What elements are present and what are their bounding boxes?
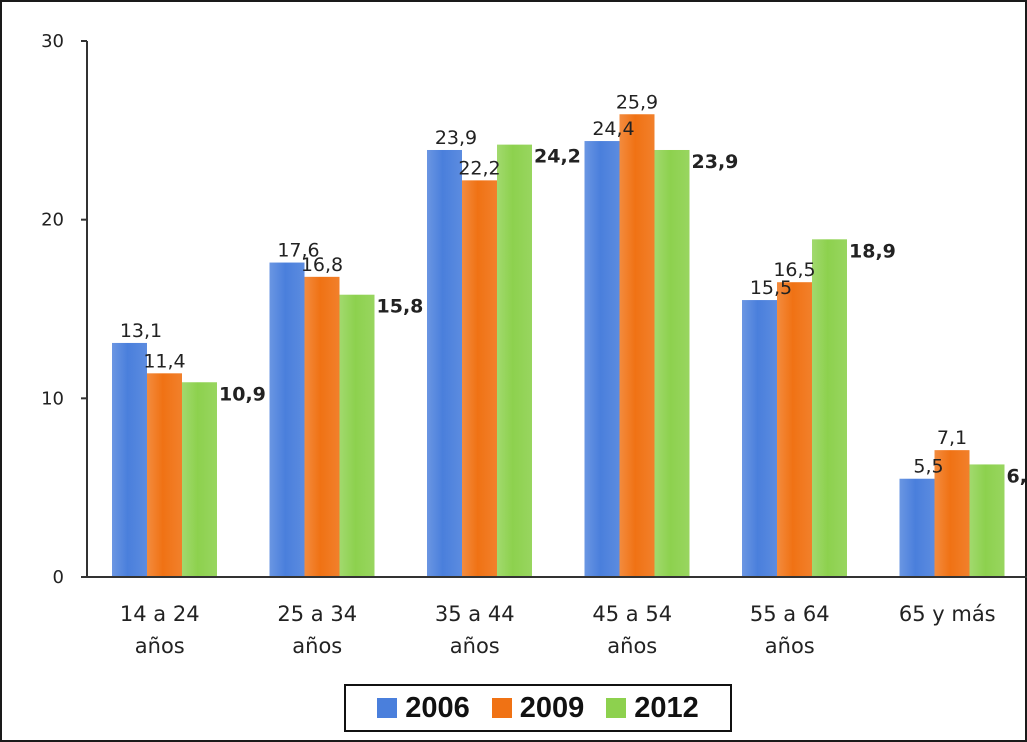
y-tick-label: 20 bbox=[41, 210, 64, 231]
y-tick-label: 10 bbox=[41, 388, 64, 409]
bar-2009-2 bbox=[462, 180, 497, 578]
data-label-2009-3: 25,9 bbox=[616, 91, 658, 113]
category-label-5-0: 65 y más bbox=[899, 602, 996, 626]
bar-2009-0 bbox=[147, 373, 182, 577]
bar-2009-4 bbox=[777, 282, 812, 577]
data-label-2012-4: 18,9 bbox=[849, 240, 896, 262]
data-label-2009-2: 22,2 bbox=[458, 157, 500, 179]
bar-2012-2 bbox=[497, 144, 532, 578]
data-label-2012-5: 6,3 bbox=[1007, 465, 1027, 487]
data-label-2006-2: 23,9 bbox=[435, 127, 477, 149]
category-label-4-1: años bbox=[765, 634, 815, 658]
legend-swatch-2009 bbox=[491, 698, 512, 718]
category-label-3-0: 45 a 54 bbox=[592, 602, 672, 626]
data-label-2012-3: 23,9 bbox=[692, 151, 739, 173]
legend-label-2012: 2012 bbox=[634, 691, 699, 724]
data-label-2006-3: 24,4 bbox=[592, 118, 634, 140]
bar-2012-4 bbox=[812, 239, 847, 577]
bar-2006-2 bbox=[427, 149, 462, 577]
data-label-2006-5: 5,5 bbox=[913, 456, 943, 478]
bar-2009-3 bbox=[619, 114, 655, 578]
category-label-1-0: 25 a 34 bbox=[277, 602, 357, 626]
bar-2009-1 bbox=[304, 276, 340, 577]
legend-swatch-2012 bbox=[606, 698, 627, 718]
data-label-2009-4: 16,5 bbox=[773, 259, 815, 281]
data-label-2012-2: 24,2 bbox=[534, 146, 581, 168]
bar-2006-0 bbox=[112, 342, 147, 577]
bar-2012-1 bbox=[339, 294, 375, 577]
legend-label-2009: 2009 bbox=[519, 691, 585, 724]
bars bbox=[112, 114, 1005, 578]
bar-2009-5 bbox=[934, 450, 970, 577]
legend-item-2012: 2012 bbox=[606, 691, 699, 724]
bar-2012-3 bbox=[654, 149, 690, 577]
data-label-2006-1: 17,6 bbox=[277, 240, 319, 262]
data-label-2012-0: 10,9 bbox=[219, 383, 266, 405]
y-tick-label: 30 bbox=[41, 31, 64, 52]
data-labels: 13,1 11,4 10,9 17,616,8 15,8 23,9 22,2 24,2 24,4… bbox=[120, 91, 1027, 487]
bar-2012-0 bbox=[182, 382, 217, 577]
legend-item-2006: 2006 bbox=[377, 691, 470, 724]
legend: 2006 2009 2012 bbox=[344, 684, 732, 732]
bar-2006-5 bbox=[899, 478, 935, 577]
legend-swatch-2006 bbox=[377, 698, 398, 718]
y-tick-label: 0 bbox=[53, 567, 64, 588]
category-label-1-1: años bbox=[292, 634, 342, 658]
data-label-2009-5: 7,1 bbox=[937, 427, 967, 449]
bar-2006-1 bbox=[269, 262, 305, 577]
data-label-2012-1: 15,8 bbox=[377, 296, 424, 318]
category-label-2-0: 35 a 44 bbox=[435, 602, 515, 626]
data-label-2009-1: 16,8 bbox=[301, 254, 343, 276]
category-label-3-1: años bbox=[607, 634, 657, 658]
category-label-0-0: 14 a 24 bbox=[120, 602, 200, 626]
legend-item-2009: 2009 bbox=[491, 691, 585, 724]
data-label-2009-0: 11,4 bbox=[143, 350, 185, 372]
data-label-2006-0: 13,1 bbox=[120, 320, 162, 342]
data-label-2006-4: 15,5 bbox=[750, 277, 792, 299]
bar-2012-5 bbox=[969, 464, 1005, 577]
category-label-2-1: años bbox=[450, 634, 500, 658]
category-label-4-0: 55 a 64 bbox=[750, 602, 830, 626]
category-label-0-1: años bbox=[135, 634, 185, 658]
y-axis: 0 10 20 30 bbox=[41, 31, 88, 588]
x-axis: 14 a 24 años 25 a 34 años 35 a 44 años 45 a 54… bbox=[87, 576, 1027, 658]
bar-2006-4 bbox=[742, 300, 777, 577]
legend-label-2006: 2006 bbox=[405, 691, 470, 724]
bar-2006-3 bbox=[584, 141, 620, 577]
